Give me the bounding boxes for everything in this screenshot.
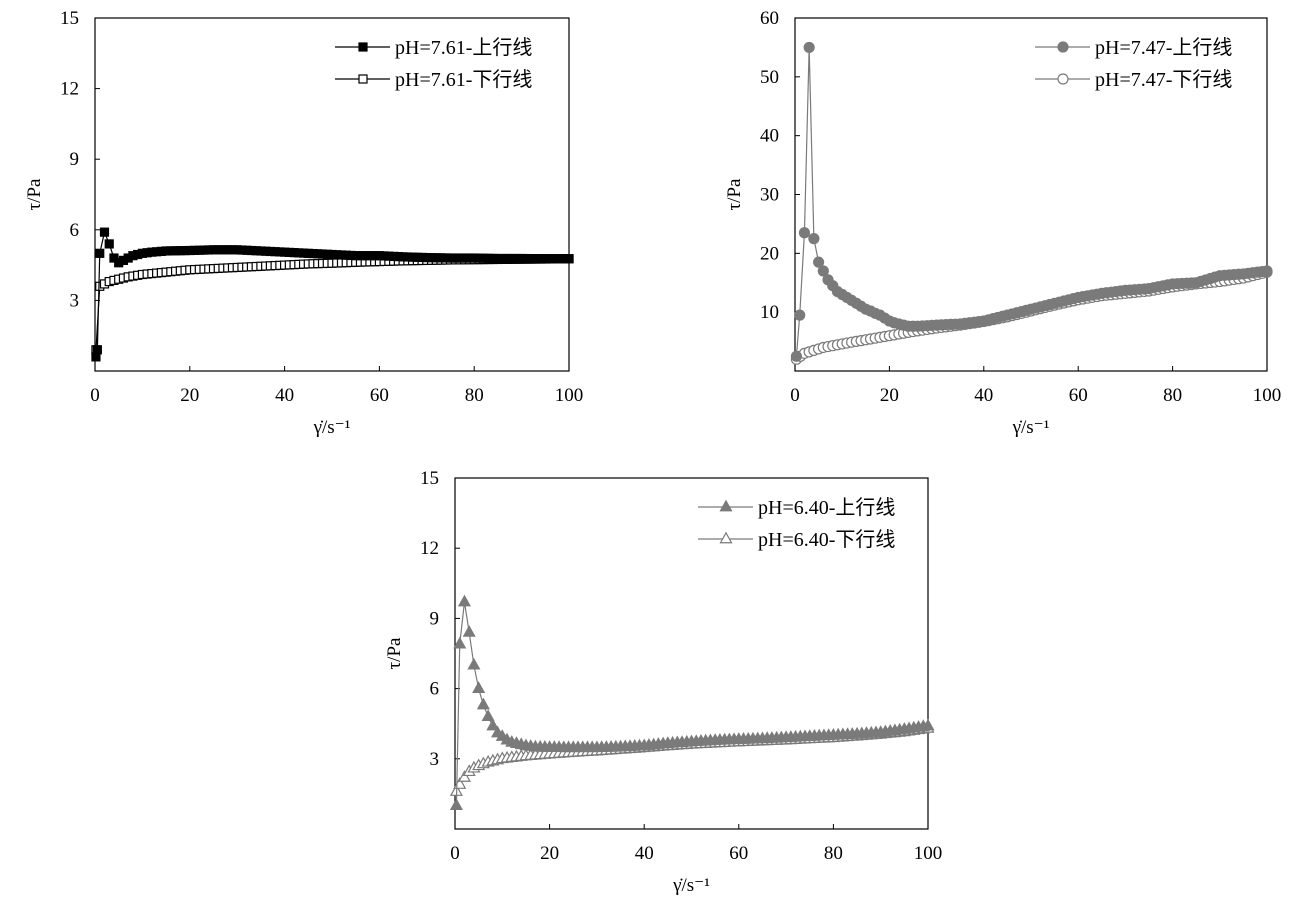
legend-label: pH=6.40-上行线 — [758, 496, 895, 519]
x-tick-label: 80 — [465, 385, 484, 406]
data-point — [481, 709, 495, 722]
x-tick-label: 40 — [974, 385, 993, 406]
series-line — [455, 601, 929, 806]
legend-marker — [719, 499, 733, 512]
x-tick-label: 0 — [790, 385, 800, 406]
chart-panel-3: 0 20 40 60 80 100 3 6 9 12 15 γ̇/s⁻¹ τ/Pa pH=6.40-上行线… — [384, 468, 942, 896]
legend-marker — [1057, 73, 1069, 85]
y-tick-label: 50 — [760, 67, 779, 88]
legend-marker — [1057, 41, 1069, 53]
data-point — [467, 657, 481, 670]
legend-label: pH=7.61-上行线 — [395, 36, 532, 59]
x-tick-label: 100 — [914, 843, 943, 864]
y-tick-label: 9 — [70, 149, 80, 170]
x-tick-label: 60 — [370, 385, 389, 406]
y-axis-title: τ/Pa — [24, 178, 45, 210]
data-point — [457, 594, 471, 607]
legend-label: pH=7.47-上行线 — [1095, 36, 1232, 59]
x-tick-label: 0 — [450, 843, 460, 864]
x-tick-label: 20 — [180, 385, 199, 406]
series-up — [91, 227, 574, 362]
legend-marker — [719, 531, 733, 544]
x-tick-label: 0 — [90, 385, 100, 406]
x-tick-label: 80 — [824, 843, 843, 864]
y-tick-label: 9 — [430, 608, 440, 629]
x-axis-title: γ̇/s⁻¹ — [672, 875, 710, 896]
chart-panel-1: 0 20 40 60 80 100 3 6 9 12 15 γ̇/s⁻¹ τ/Pa pH=7.61-上行线… — [24, 8, 583, 438]
data-point — [457, 770, 471, 782]
y-tick-label: 6 — [70, 220, 80, 241]
legend-entry: pH=7.47-上行线 — [1035, 36, 1232, 59]
series-up — [790, 41, 1273, 362]
y-tick-label: 10 — [760, 302, 779, 323]
data-point — [476, 697, 490, 710]
data-point — [808, 233, 820, 245]
data-point — [1261, 265, 1273, 277]
y-tick-label: 60 — [760, 8, 779, 29]
x-tick-label: 60 — [1069, 385, 1088, 406]
y-tick-label: 3 — [430, 749, 440, 770]
data-point — [812, 256, 825, 268]
data-point — [921, 718, 935, 731]
y-tick-label: 12 — [420, 538, 439, 559]
x-axis-title: γ̇/s⁻¹ — [1012, 417, 1050, 438]
data-point — [817, 265, 829, 277]
data-point — [449, 798, 463, 810]
plot-frame — [94, 17, 570, 372]
x-tick-label: 100 — [555, 385, 584, 406]
y-tick-label: 15 — [60, 8, 79, 29]
legend-entry: pH=6.40-下行线 — [698, 528, 895, 551]
y-tick-label: 12 — [60, 79, 79, 100]
x-tick-label: 20 — [880, 385, 899, 406]
data-point — [99, 227, 110, 237]
y-axis-title: τ/Pa — [384, 637, 405, 669]
x-tick-label: 100 — [1253, 385, 1282, 406]
x-tick-label: 60 — [729, 843, 748, 864]
legend-entry: pH=7.61-下行线 — [335, 68, 532, 91]
legend-marker — [358, 74, 368, 84]
legend-marker — [358, 42, 368, 52]
x-tick-label: 80 — [1163, 385, 1182, 406]
x-axis-title: γ̇/s⁻¹ — [313, 417, 351, 438]
y-tick-label: 40 — [760, 126, 779, 147]
data-point — [794, 309, 806, 321]
data-point — [92, 345, 102, 355]
plot-frame — [454, 477, 929, 830]
x-tick-label: 40 — [635, 843, 654, 864]
data-point — [790, 350, 803, 362]
legend-entry: pH=7.47-下行线 — [1035, 68, 1232, 91]
legend-label: pH=6.40-下行线 — [758, 528, 895, 551]
x-tick-label: 40 — [275, 385, 294, 406]
y-tick-label: 20 — [760, 243, 779, 264]
data-point — [453, 636, 467, 649]
legend-entry: pH=6.40-上行线 — [698, 496, 895, 519]
data-point — [472, 681, 486, 693]
data-point — [486, 718, 500, 731]
data-point — [798, 227, 811, 239]
y-tick-label: 3 — [70, 290, 80, 311]
data-point — [803, 41, 815, 54]
y-axis-title: τ/Pa — [724, 178, 745, 210]
legend-entry: pH=7.61-上行线 — [335, 36, 532, 59]
y-tick-label: 30 — [760, 185, 779, 206]
data-point — [109, 253, 119, 263]
data-point — [564, 254, 574, 264]
y-tick-label: 6 — [430, 679, 440, 700]
legend-label: pH=7.61-下行线 — [395, 68, 532, 91]
chart-panel-2: 0 20 40 60 80 100 10 20 30 40 50 60 γ̇/s⁻¹ τ/Pa pH=7.4… — [724, 8, 1281, 438]
data-point — [462, 625, 476, 637]
series-down — [91, 254, 574, 355]
data-point — [104, 239, 114, 249]
series-up — [449, 594, 935, 810]
y-tick-label: 15 — [420, 468, 439, 489]
data-point — [95, 248, 105, 258]
x-tick-label: 20 — [540, 843, 559, 864]
legend-label: pH=7.47-下行线 — [1095, 68, 1232, 91]
